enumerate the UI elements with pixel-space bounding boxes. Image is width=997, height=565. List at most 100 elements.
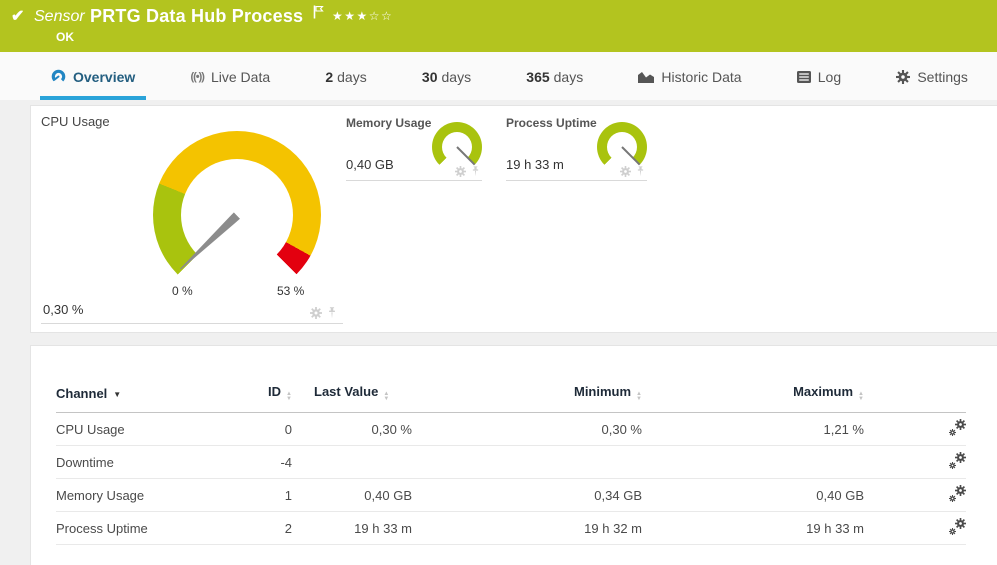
cell-maximum: 1,21 % (642, 412, 864, 446)
column-header-id[interactable]: ID ▲ ▼ (236, 384, 292, 413)
table-row: CPU Usage 0 0,30 % 0,30 % 1,21 % (56, 412, 966, 446)
pin-icon[interactable] (636, 166, 645, 177)
sort-desc-icon: ▼ (113, 389, 122, 399)
gear-icon[interactable] (310, 307, 322, 319)
gauge-scale-max: 53 % (277, 284, 305, 298)
cell-id: 0 (236, 412, 292, 446)
flag-icon[interactable] (313, 5, 324, 19)
cell-minimum: 0,34 GB (412, 478, 642, 512)
cell-maximum (642, 445, 864, 479)
status-banner: ✔ Sensor PRTG Data Hub Process ★★★☆☆ OK (0, 0, 997, 52)
column-header-minimum[interactable]: Minimum ▲ ▼ (412, 384, 642, 413)
memory-usage-gauge-cell: Memory Usage 0,40 GB (346, 116, 482, 181)
tab-30-days[interactable]: 30 days (411, 64, 482, 100)
cell-last-value (292, 445, 412, 479)
sort-icon: ▲ ▼ (636, 391, 642, 402)
tab-number: 2 (325, 68, 334, 85)
stars-filled: ★★★ (332, 9, 369, 23)
cell-maximum: 19 h 33 m (642, 511, 864, 545)
cpu-usage-gauge: 0 % 53 % (153, 131, 321, 299)
live-data-icon: ((•)) (190, 70, 204, 83)
tab-label: Settings (917, 68, 968, 85)
gauge-needle (177, 212, 240, 272)
pin-icon[interactable] (471, 166, 480, 177)
process-uptime-gauge (597, 122, 647, 172)
gauges-panel: CPU Usage 0 % 53 % 0,30 % Memory Usage (30, 105, 997, 333)
status-text: OK (56, 30, 74, 44)
gear-icon (896, 70, 910, 84)
log-icon (797, 71, 811, 83)
process-uptime-gauge-cell: Process Uptime 19 h 33 m (506, 116, 647, 181)
column-header-last-value[interactable]: Last Value ▲ ▼ (292, 384, 412, 413)
cell-channel: Process Uptime (56, 511, 236, 545)
gauge-icon (51, 69, 66, 84)
column-header-actions (864, 384, 966, 413)
tab-365-days[interactable]: 365 days (515, 64, 594, 100)
cell-last-value: 0,40 GB (292, 478, 412, 512)
cell-last-value: 0,30 % (292, 412, 412, 446)
pin-icon[interactable] (327, 307, 337, 319)
object-kind-label: Sensor (34, 8, 85, 25)
tab-log[interactable]: Log (786, 64, 852, 100)
cell-minimum: 19 h 32 m (412, 511, 642, 545)
priority-stars[interactable]: ★★★☆☆ (332, 9, 393, 23)
tab-historic-data[interactable]: Historic Data (627, 64, 752, 100)
channel-last-value: 0,30 % (43, 302, 84, 317)
channel-title: Memory Usage (346, 116, 432, 130)
tab-label: Log (817, 68, 842, 85)
tab-2-days[interactable]: 2 days (314, 64, 377, 100)
cell-minimum (412, 445, 642, 479)
tab-label: days (441, 68, 472, 85)
edit-channel-gears-icon[interactable] (949, 485, 966, 502)
cell-channel: Memory Usage (56, 478, 236, 512)
channel-title: Process Uptime (506, 116, 597, 130)
sort-icon: ▲ ▼ (383, 391, 390, 402)
status-ok-check-icon: ✔ (11, 8, 25, 25)
gear-icon[interactable] (455, 166, 466, 177)
cell-maximum: 0,40 GB (642, 478, 864, 512)
area-chart-icon (638, 71, 654, 83)
tab-settings[interactable]: Settings (885, 64, 979, 100)
channel-last-value: 19 h 33 m (506, 157, 564, 172)
column-header-channel[interactable]: Channel ▼ (56, 384, 236, 413)
channel-table: Channel ▼ ID ▲ ▼ Last Value ▲ ▼ Minimum ▲ ▼ Max… (56, 384, 966, 545)
stars-empty: ☆☆ (368, 9, 394, 23)
channel-last-value: 0,40 GB (346, 157, 394, 172)
gauge-scale-min: 0 % (172, 284, 193, 298)
tab-label: Live Data (210, 68, 271, 85)
tab-label: days (337, 68, 367, 85)
tab-number: 30 (421, 68, 438, 85)
sensor-title: PRTG Data Hub Process (90, 6, 304, 26)
edit-channel-gears-icon[interactable] (949, 452, 966, 469)
tab-overview[interactable]: Overview (40, 64, 147, 100)
cell-id: -4 (236, 445, 292, 479)
cell-minimum: 0,30 % (412, 412, 642, 446)
table-row: Downtime -4 (56, 445, 966, 479)
sort-icon: ▲ ▼ (286, 391, 292, 402)
cell-id: 1 (236, 478, 292, 512)
tab-number: 365 (526, 68, 550, 85)
tab-live-data[interactable]: ((•)) Live Data (179, 64, 281, 100)
tab-label: days (553, 68, 584, 85)
memory-usage-gauge (432, 122, 482, 172)
channel-title: CPU Usage (41, 114, 110, 129)
table-row: Process Uptime 2 19 h 33 m 19 h 32 m 19 … (56, 511, 966, 545)
gauge-needle (456, 146, 476, 166)
edit-channel-gears-icon[interactable] (949, 518, 966, 535)
cell-last-value: 19 h 33 m (292, 511, 412, 545)
cell-channel: CPU Usage (56, 412, 236, 446)
channel-table-panel: Channel ▼ ID ▲ ▼ Last Value ▲ ▼ Minimum ▲ ▼ Max… (30, 345, 997, 565)
edit-channel-gears-icon[interactable] (949, 419, 966, 436)
tab-label: Historic Data (661, 68, 742, 85)
cell-channel: Downtime (56, 445, 236, 479)
column-header-maximum[interactable]: Maximum ▲ ▼ (642, 384, 864, 413)
sort-icon: ▲ ▼ (858, 391, 864, 402)
cell-id: 2 (236, 511, 292, 545)
gear-icon[interactable] (620, 166, 631, 177)
sensor-tabbar: Overview ((•)) Live Data 2 days 30 days 36… (0, 52, 997, 100)
table-row: Memory Usage 1 0,40 GB 0,34 GB 0,40 GB (56, 478, 966, 512)
table-header-row: Channel ▼ ID ▲ ▼ Last Value ▲ ▼ Minimum ▲ ▼ Max… (56, 384, 966, 413)
gauge-needle (621, 146, 641, 166)
cpu-usage-gauge-cell: CPU Usage 0 % 53 % 0,30 % (41, 114, 343, 324)
